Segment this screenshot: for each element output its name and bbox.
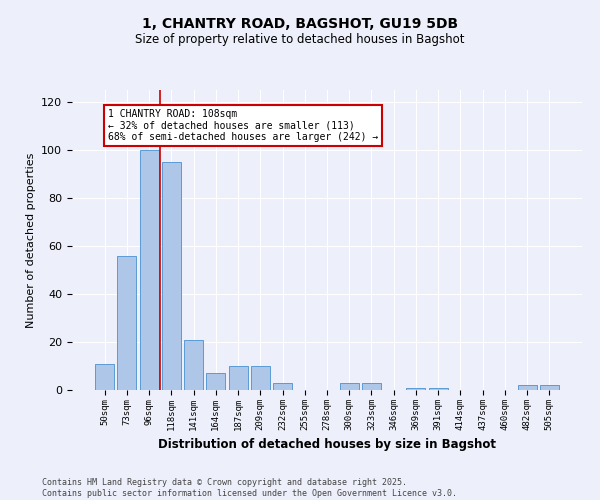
Bar [184,340,203,390]
Bar [251,366,270,390]
Y-axis label: Number of detached properties: Number of detached properties [26,152,35,328]
Bar [273,383,292,390]
Bar [429,388,448,390]
Text: Contains HM Land Registry data © Crown copyright and database right 2025.
Contai: Contains HM Land Registry data © Crown c… [42,478,457,498]
Bar [406,388,425,390]
Text: 1, CHANTRY ROAD, BAGSHOT, GU19 5DB: 1, CHANTRY ROAD, BAGSHOT, GU19 5DB [142,18,458,32]
Bar [540,385,559,390]
X-axis label: Distribution of detached houses by size in Bagshot: Distribution of detached houses by size … [158,438,496,451]
Bar [140,150,158,390]
Text: Size of property relative to detached houses in Bagshot: Size of property relative to detached ho… [135,32,465,46]
Bar [206,373,225,390]
Bar [162,162,181,390]
Bar [118,256,136,390]
Bar [340,383,359,390]
Text: 1 CHANTRY ROAD: 108sqm
← 32% of detached houses are smaller (113)
68% of semi-de: 1 CHANTRY ROAD: 108sqm ← 32% of detached… [108,109,378,142]
Bar [518,385,536,390]
Bar [362,383,381,390]
Bar [95,364,114,390]
Bar [229,366,248,390]
